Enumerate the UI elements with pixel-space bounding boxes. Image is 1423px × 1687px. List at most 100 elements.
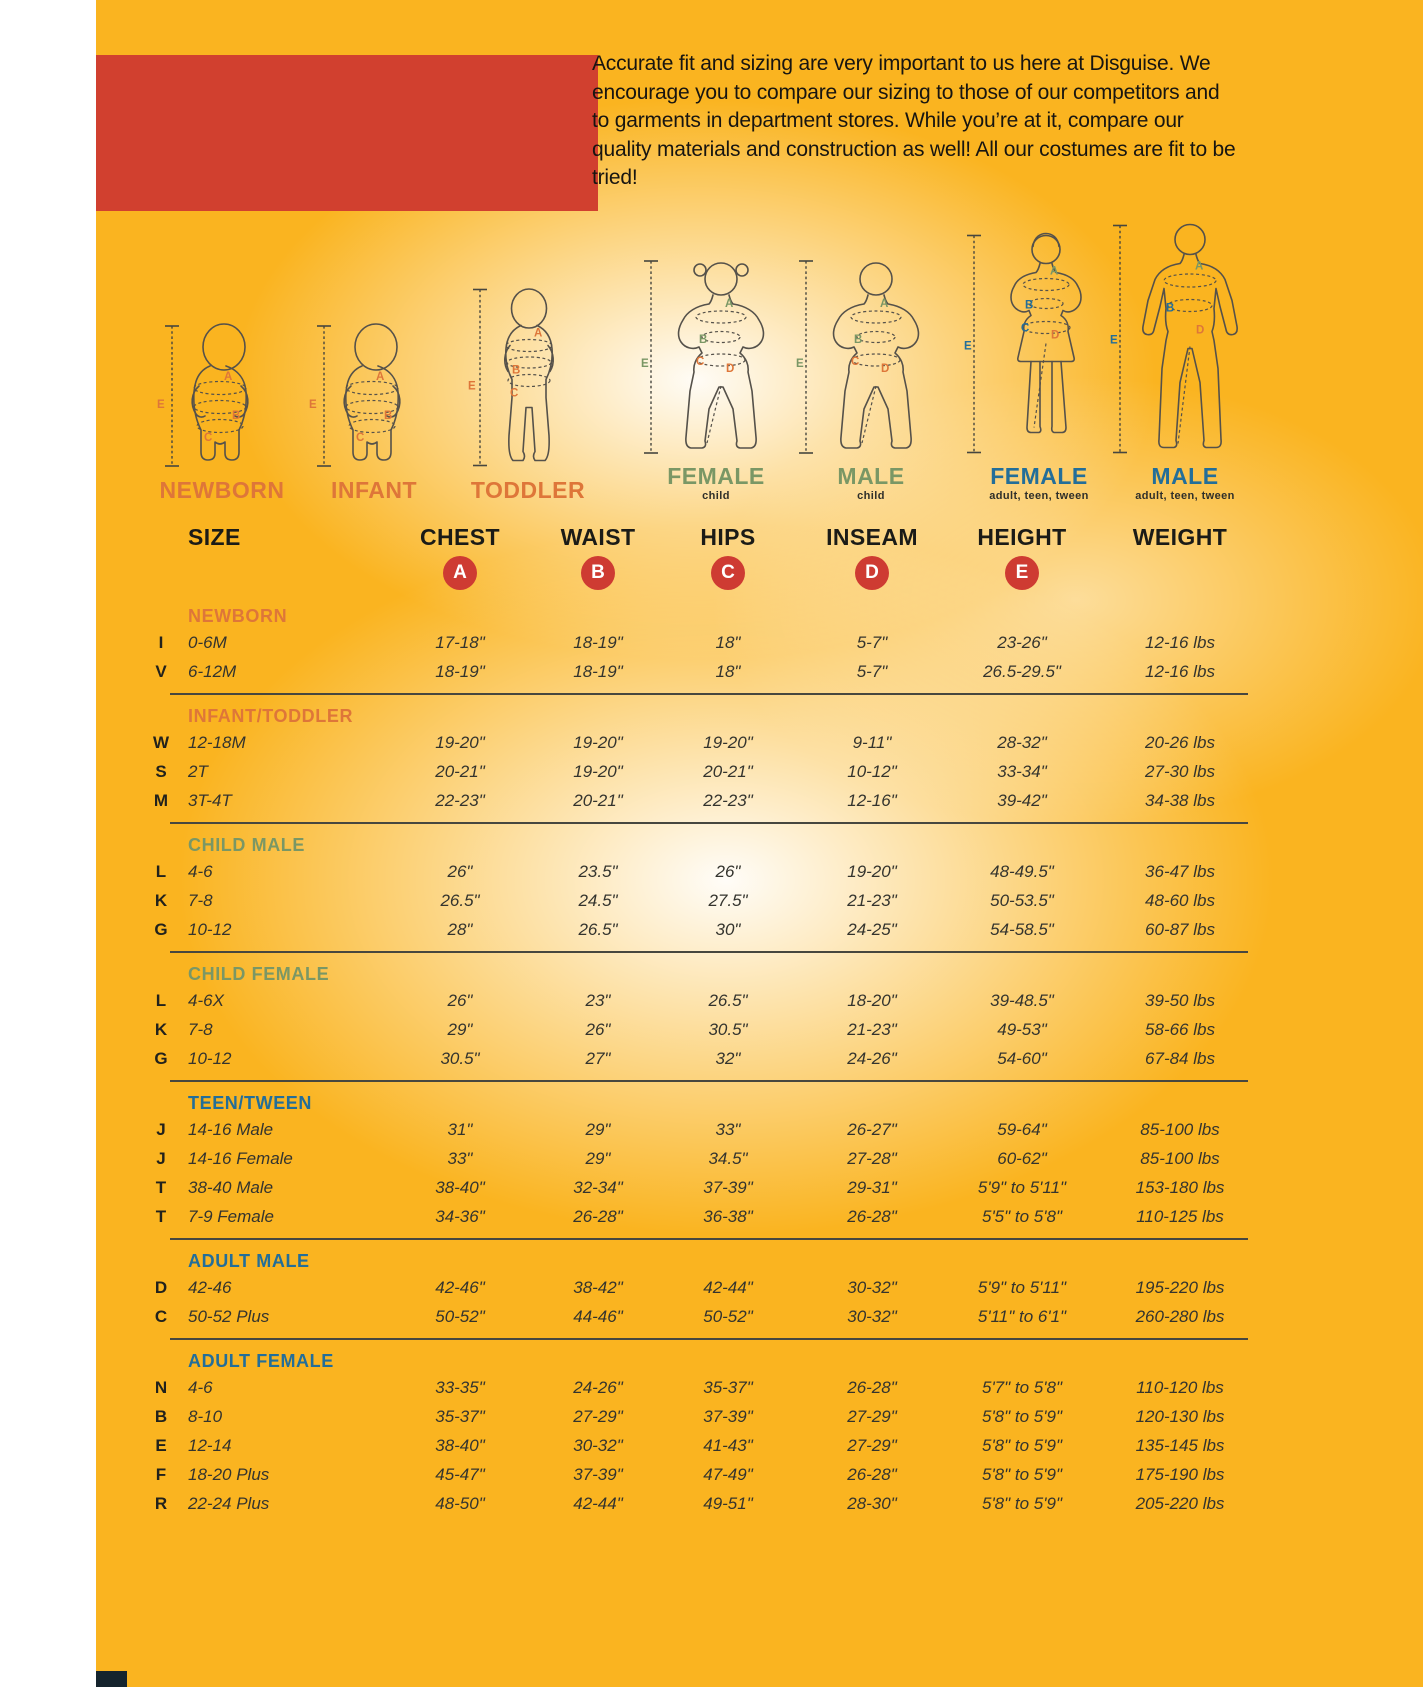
size-code-cell: E: [155, 1435, 167, 1455]
table-header-row: SIZE CHEST WAIST HIPS INSEAM HEIGHT WEIGHT: [142, 520, 1270, 554]
svg-text:E: E: [1110, 335, 1118, 347]
waist-cell: 20-21": [573, 790, 623, 810]
figure-newborn: A B C E NEWBORN: [156, 319, 288, 502]
corner-mark: [96, 1671, 127, 1687]
figure-sublabel: child: [702, 490, 730, 502]
table-row: G 10-12 28" 26.5" 30" 24-25" 54-58.5" 60-87 lbs: [142, 915, 1270, 944]
size-label-cell: 10-12: [188, 919, 232, 939]
size-label-cell: 12-14: [188, 1435, 232, 1455]
height-cell: 5'8" to 5'9": [981, 1493, 1062, 1513]
svg-text:A: A: [1195, 261, 1203, 273]
chest-cell: 19-20": [435, 732, 485, 752]
weight-cell: 34-38 lbs: [1145, 790, 1215, 810]
section-divider: [170, 693, 1248, 695]
chest-cell: 50-52": [435, 1306, 485, 1326]
table-row: E 12-14 38-40" 30-32" 41-43" 27-29" 5'8" to 5'…: [142, 1431, 1270, 1460]
svg-text:A: A: [534, 328, 542, 340]
height-cell: 5'9" to 5'11": [977, 1277, 1067, 1297]
size-code-cell: B: [154, 1406, 168, 1426]
size-label-cell: 6-12M: [188, 661, 237, 681]
hips-cell: 32": [715, 1048, 741, 1068]
table-row: D 42-46 42-46" 38-42" 42-44" 30-32" 5'9" to 5'…: [142, 1273, 1270, 1302]
hips-cell: 50-52": [703, 1306, 753, 1326]
svg-text:A: A: [725, 298, 733, 310]
waist-cell: 29": [585, 1119, 611, 1139]
svg-text:B: B: [699, 334, 707, 346]
weight-cell: 85-100 lbs: [1140, 1148, 1220, 1168]
inseam-cell: 24-26": [847, 1048, 897, 1068]
size-code-cell: G: [154, 1048, 168, 1068]
size-label-cell: 3T-4T: [188, 790, 232, 810]
size-code-cell: S: [155, 761, 167, 781]
svg-text:C: C: [204, 432, 212, 444]
svg-text:E: E: [468, 381, 476, 393]
inseam-cell: 27-29": [847, 1406, 897, 1426]
measure-badge-a: A: [443, 556, 477, 590]
table-row: M 3T-4T 22-23" 20-21" 22-23" 12-16" 39-42" 34-3…: [142, 786, 1270, 815]
weight-cell: 48-60 lbs: [1145, 890, 1215, 910]
waist-cell: 26.5": [578, 919, 618, 939]
size-label-cell: 22-24 Plus: [188, 1493, 270, 1513]
size-label-cell: 4-6: [188, 861, 213, 881]
inseam-cell: 5-7": [856, 661, 888, 681]
height-cell: 49-53": [997, 1019, 1047, 1039]
height-cell: 60-62": [997, 1148, 1047, 1168]
weight-cell: 12-16 lbs: [1145, 661, 1215, 681]
chest-cell: 34-36": [435, 1206, 485, 1226]
size-label-cell: 7-8: [188, 890, 213, 910]
size-label-cell: 7-8: [188, 1019, 213, 1039]
weight-cell: 135-145 lbs: [1135, 1435, 1225, 1455]
waist-cell: 18-19": [573, 661, 623, 681]
section-header-adult-male: ADULT MALE: [188, 1250, 310, 1271]
height-cell: 54-60": [997, 1048, 1047, 1068]
weight-cell: 110-125 lbs: [1136, 1206, 1224, 1226]
waist-cell: 19-20": [573, 761, 623, 781]
svg-text:E: E: [157, 399, 165, 411]
height-cell: 23-26": [997, 632, 1047, 652]
section-divider: [170, 822, 1248, 824]
waist-cell: 38-42": [573, 1277, 623, 1297]
waist-cell: 37-39": [573, 1464, 623, 1484]
table-row: C 50-52 Plus 50-52" 44-46" 50-52" 30-32" 5'11"…: [142, 1302, 1270, 1331]
section-divider: [170, 1238, 1248, 1240]
size-code-cell: N: [154, 1377, 168, 1397]
svg-text:A: A: [880, 298, 888, 310]
size-label-cell: 50-52 Plus: [188, 1306, 270, 1326]
section-header-teen-tween: TEEN/TWEEN: [188, 1092, 313, 1113]
figure-sublabel: child: [857, 490, 885, 502]
figure-sublabel: adult, teen, tween: [1135, 490, 1235, 502]
height-cell: 5'9" to 5'11": [977, 1177, 1067, 1197]
waist-cell: 23": [585, 990, 611, 1010]
figure-illustration: A B D E: [1110, 223, 1238, 454]
table-row: L 4-6 26" 23.5" 26" 19-20" 48-49.5" 36-47 lbs: [142, 857, 1270, 886]
inseam-cell: 19-20": [847, 861, 897, 881]
weight-cell: 12-16 lbs: [1145, 632, 1215, 652]
chest-cell: 33-35": [435, 1377, 485, 1397]
measure-badge-b: B: [581, 556, 615, 590]
size-label-cell: 42-46: [188, 1277, 232, 1297]
figure-label: NEWBORN: [159, 477, 285, 503]
waist-cell: 26-28": [573, 1206, 623, 1226]
weight-cell: 260-280 lbs: [1135, 1306, 1225, 1326]
size-label-cell: 14-16 Female: [188, 1148, 293, 1168]
svg-text:B: B: [854, 334, 862, 346]
inseam-cell: 5-7": [856, 632, 888, 652]
inseam-cell: 10-12": [847, 761, 897, 781]
table-row: T 7-9 Female 34-36" 26-28" 36-38" 26-28" 5'5" …: [142, 1202, 1270, 1231]
waist-cell: 30-32": [573, 1435, 623, 1455]
hips-cell: 49-51": [703, 1493, 753, 1513]
section-header-child-male: CHILD MALE: [188, 834, 305, 855]
chest-cell: 26": [447, 990, 473, 1010]
table-row: R 22-24 Plus 48-50" 42-44" 49-51" 28-30" 5'8" …: [142, 1489, 1270, 1518]
svg-text:D: D: [1196, 325, 1204, 337]
chest-cell: 17-18": [435, 632, 485, 652]
svg-text:C: C: [1021, 323, 1029, 335]
inseam-cell: 18-20": [847, 990, 897, 1010]
figure-illustration: A BC D E: [796, 260, 920, 454]
waist-cell: 26": [585, 1019, 611, 1039]
column-header-waist: WAIST: [560, 523, 636, 550]
hips-cell: 30": [715, 919, 741, 939]
size-code-cell: R: [154, 1493, 168, 1513]
